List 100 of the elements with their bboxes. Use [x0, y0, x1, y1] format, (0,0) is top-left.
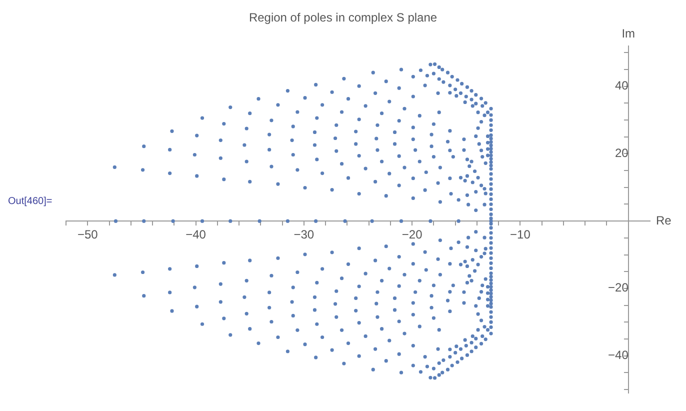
point — [446, 368, 450, 372]
point — [476, 176, 480, 180]
point — [384, 80, 388, 84]
point — [437, 373, 441, 377]
point — [437, 65, 441, 70]
point — [489, 274, 493, 278]
point — [474, 304, 478, 308]
point — [480, 154, 484, 159]
point — [474, 346, 478, 350]
point — [195, 264, 199, 268]
point — [442, 80, 446, 84]
point — [276, 256, 280, 260]
point — [446, 70, 450, 74]
point — [470, 104, 474, 108]
point — [330, 90, 334, 94]
point — [170, 129, 174, 133]
point — [489, 266, 493, 270]
point — [462, 301, 466, 305]
point — [357, 118, 361, 122]
point — [436, 257, 440, 261]
point — [489, 310, 493, 314]
point — [346, 97, 350, 101]
point — [438, 238, 442, 242]
point — [486, 304, 490, 308]
point — [397, 352, 401, 356]
point — [454, 350, 458, 355]
point — [489, 216, 493, 220]
point — [456, 240, 460, 244]
point — [489, 118, 493, 122]
point — [437, 328, 441, 332]
x-tick-label: −20 — [402, 228, 423, 242]
point — [465, 85, 470, 89]
point — [480, 334, 484, 338]
point — [286, 350, 290, 354]
point — [482, 236, 486, 240]
point — [438, 200, 442, 204]
point — [460, 356, 464, 360]
point — [456, 219, 460, 223]
point — [397, 86, 401, 90]
point — [436, 91, 440, 95]
point — [315, 158, 319, 162]
point — [454, 344, 458, 348]
point — [357, 354, 361, 358]
point — [411, 196, 415, 200]
point — [477, 296, 481, 300]
point — [480, 104, 484, 108]
point — [489, 332, 493, 336]
point — [489, 182, 493, 186]
point — [346, 262, 350, 266]
point — [465, 264, 470, 268]
point — [411, 74, 415, 78]
point — [450, 364, 454, 368]
point — [314, 356, 318, 360]
point — [222, 122, 226, 126]
point — [354, 142, 358, 146]
point — [484, 337, 488, 342]
point — [489, 288, 493, 292]
point — [244, 160, 248, 164]
point — [489, 140, 493, 144]
y-tick-label: 20 — [615, 146, 629, 160]
point — [270, 274, 274, 278]
point — [446, 298, 450, 302]
point — [142, 144, 146, 148]
point — [371, 368, 375, 372]
point — [486, 291, 490, 295]
point — [486, 328, 490, 332]
point — [489, 106, 493, 110]
point — [489, 164, 493, 168]
point — [320, 267, 324, 271]
point — [470, 278, 474, 282]
point — [484, 161, 488, 165]
point — [418, 114, 422, 118]
point — [268, 132, 272, 136]
y-axis-title: Im — [622, 26, 636, 40]
point — [343, 219, 347, 223]
point — [376, 123, 380, 127]
point — [411, 137, 415, 142]
point — [423, 188, 427, 192]
point — [399, 219, 404, 223]
point — [380, 112, 384, 116]
point — [256, 97, 260, 101]
point — [489, 256, 493, 260]
point — [200, 322, 204, 326]
point — [168, 171, 172, 176]
point — [315, 322, 319, 326]
point — [432, 366, 436, 370]
point — [473, 269, 477, 273]
point — [489, 167, 493, 171]
point — [248, 327, 252, 331]
point — [114, 219, 118, 223]
point — [397, 284, 401, 288]
point — [354, 296, 358, 300]
point — [357, 154, 361, 158]
point — [489, 271, 493, 276]
point — [470, 334, 474, 338]
point — [428, 219, 432, 223]
point — [425, 364, 430, 368]
point — [484, 192, 488, 196]
point — [448, 354, 452, 359]
point — [489, 295, 493, 299]
